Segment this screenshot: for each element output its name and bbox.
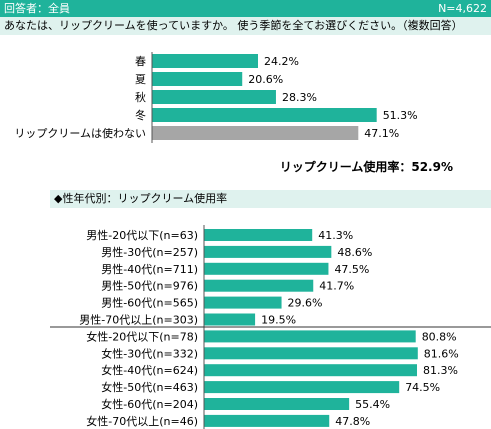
bar [204,330,416,343]
bar [204,262,329,275]
season-bar-chart: 春 24.2% 夏 20.6% 秋 28.3% 冬 51.3% リップクリームは使わない 47.1… [14,52,418,143]
section-band: ◆性年代別：リップクリーム使用率 [50,190,491,208]
respondent-label: 回答者：全員 [4,2,70,15]
category-label: 女性-40代(n=624) [101,363,198,377]
category-label: 男性-30代(n=257) [101,245,198,259]
category-label: リップクリームは使わない [14,127,146,140]
value-label: 29.6% [288,297,323,310]
category-label: 男性-70代以上(n=303) [79,313,198,327]
category-label: 女性-60代(n=204) [101,397,198,411]
bar [204,347,418,360]
bar [204,364,418,377]
bar [204,279,314,292]
value-label: 41.7% [319,280,354,293]
category-label: 男性-60代(n=565) [101,296,198,310]
category-label: 女性-30代(n=332) [101,346,198,360]
section-title: ◆性年代別：リップクリーム使用率 [54,192,228,205]
category-label: 男性-40代(n=711) [101,262,198,276]
value-label: 55.4% [355,398,390,411]
category-label: 春 [135,55,146,68]
value-label: 41.3% [318,229,353,242]
bar [152,54,258,68]
sample-size: N=4,622 [438,2,487,15]
bar [152,126,359,140]
category-label: 女性-20代以下(n=78) [86,329,198,343]
value-label: 48.6% [337,246,372,259]
category-label: 冬 [135,108,146,122]
question-text: あなたは、リップクリームを使っていますか。 使う季節を全てお選びください。（複数… [4,19,463,32]
value-label: 47.5% [334,263,369,276]
bar [204,245,332,258]
header-bar: 回答者：全員 N=4,622 [0,0,491,17]
value-label: 28.3% [282,91,317,104]
bar [204,381,400,394]
bar [204,313,256,326]
value-label: 81.6% [424,347,459,360]
question-band: あなたは、リップクリームを使っていますか。 使う季節を全てお選びください。（複数… [0,17,491,35]
category-label: 男性-50代(n=976) [101,279,198,293]
category-label: 男性-20代以下(n=63) [86,228,198,242]
bar [152,108,377,122]
value-label: 47.1% [364,127,399,140]
bar [152,90,276,104]
usage-rate: リップクリーム使用率：52.9% [279,160,453,174]
bar [204,296,282,309]
category-label: 秋 [135,90,146,104]
value-label: 19.5% [261,314,296,327]
bar [204,414,330,427]
category-label: 夏 [135,73,146,86]
bar [204,229,313,241]
value-label: 20.6% [248,73,283,86]
value-label: 47.8% [335,415,370,428]
value-label: 74.5% [405,381,440,394]
value-label: 24.2% [264,55,299,68]
value-label: 81.3% [423,364,458,377]
category-label: 女性-70代以上(n=46) [86,414,198,428]
value-label: 51.3% [383,109,418,122]
value-label: 80.8% [422,330,457,343]
bar [152,72,243,86]
bar [204,398,350,410]
category-label: 女性-50代(n=463) [101,380,198,394]
